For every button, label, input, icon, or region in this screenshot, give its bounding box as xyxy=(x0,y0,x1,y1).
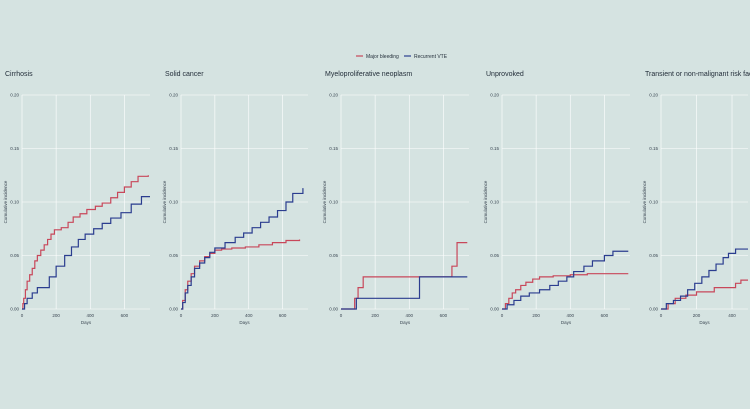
y-tick-label: 0.00 xyxy=(10,307,19,312)
x-tick-label: 600 xyxy=(601,313,609,318)
x-axis-label: Days xyxy=(561,320,572,325)
chart-panel-4: Unprovoked 0.00 0.05 0.10 0.15 0.20 0 200 400 600… xyxy=(483,71,630,325)
x-tick-label: 200 xyxy=(52,313,60,318)
panel-title: Unprovoked xyxy=(486,71,524,78)
y-tick-label: 0.20 xyxy=(169,93,178,98)
x-axis-label: Days xyxy=(400,320,411,325)
legend-label-major-bleeding: Major bleeding xyxy=(366,54,399,60)
y-axis-label: Cumulative incidence xyxy=(322,180,327,223)
legend-label-recurrent-vte: Recurrent VTE xyxy=(414,54,448,60)
x-tick-label: 0 xyxy=(340,313,343,318)
panel-title: Transient or non-malignant risk factors xyxy=(645,71,750,78)
y-tick-label: 0.05 xyxy=(649,253,658,258)
y-tick-label: 0.05 xyxy=(10,253,19,258)
y-tick-label: 0.15 xyxy=(649,146,658,151)
x-tick-label: 600 xyxy=(279,313,287,318)
y-axis-label: Cumulative incidence xyxy=(642,180,647,223)
y-axis-label: Cumulative incidence xyxy=(483,180,488,223)
x-tick-label: 600 xyxy=(440,313,448,318)
series-line-recurrent-vte xyxy=(341,276,468,310)
y-tick-label: 0.15 xyxy=(329,146,338,151)
y-tick-label: 0.20 xyxy=(649,93,658,98)
series-line-major-bleeding xyxy=(22,175,149,310)
y-tick-label: 0.10 xyxy=(329,200,338,205)
x-tick-label: 600 xyxy=(121,313,129,318)
y-tick-label: 0.00 xyxy=(329,307,338,312)
x-tick-label: 200 xyxy=(371,313,379,318)
y-tick-label: 0.20 xyxy=(329,93,338,98)
x-axis-label: Days xyxy=(81,320,92,325)
legend: Major bleeding Recurrent VTE xyxy=(356,54,448,60)
x-tick-label: 400 xyxy=(567,313,575,318)
x-tick-label: 400 xyxy=(87,313,95,318)
y-axis-label: Cumulative incidence xyxy=(162,180,167,223)
x-tick-label: 400 xyxy=(728,313,736,318)
y-tick-label: 0.05 xyxy=(169,253,178,258)
series-line-major-bleeding xyxy=(181,239,301,310)
panel-title: Cirrhosis xyxy=(5,71,33,78)
series-line-major-bleeding xyxy=(341,242,468,310)
series-line-recurrent-vte xyxy=(181,188,304,310)
y-tick-label: 0.10 xyxy=(649,200,658,205)
x-tick-label: 200 xyxy=(532,313,540,318)
chart-panel-3: Myeloproliferative neoplasm 0.00 0.05 0.10 0… xyxy=(322,71,469,325)
y-tick-label: 0.20 xyxy=(10,93,19,98)
y-tick-label: 0.10 xyxy=(10,200,19,205)
x-tick-label: 200 xyxy=(211,313,219,318)
x-tick-label: 0 xyxy=(501,313,504,318)
y-axis-label: Cumulative incidence xyxy=(3,180,8,223)
y-tick-label: 0.05 xyxy=(329,253,338,258)
chart-panel-5: Transient or non-malignant risk factors 0… xyxy=(642,71,750,325)
x-tick-label: 0 xyxy=(180,313,183,318)
x-tick-label: 0 xyxy=(21,313,24,318)
y-tick-label: 0.15 xyxy=(169,146,178,151)
series-line-recurrent-vte xyxy=(22,196,150,310)
y-tick-label: 0.10 xyxy=(490,200,499,205)
y-tick-label: 0.00 xyxy=(169,307,178,312)
y-tick-label: 0.15 xyxy=(10,146,19,151)
panel-title: Solid cancer xyxy=(165,71,204,78)
y-tick-label: 0.20 xyxy=(490,93,499,98)
series-line-recurrent-vte xyxy=(661,248,748,310)
x-tick-label: 400 xyxy=(406,313,414,318)
y-tick-label: 0.15 xyxy=(490,146,499,151)
chart-panel-2: Solid cancer 0.00 0.05 0.10 0.15 0.20 0 200 400 6… xyxy=(162,71,308,325)
y-tick-label: 0.00 xyxy=(649,307,658,312)
chart-panel-1: Cirrhosis 0.00 0.05 0.10 0.15 0.20 0 200 400 600 D… xyxy=(3,71,150,325)
x-tick-label: 400 xyxy=(245,313,253,318)
y-tick-label: 0.00 xyxy=(490,307,499,312)
x-tick-label: 0 xyxy=(660,313,663,318)
panel-title: Myeloproliferative neoplasm xyxy=(325,71,412,78)
series-line-recurrent-vte xyxy=(502,250,629,310)
series-line-major-bleeding xyxy=(661,279,748,310)
chart-panels: Cirrhosis 0.00 0.05 0.10 0.15 0.20 0 200 400 600 D… xyxy=(3,71,750,325)
x-tick-label: 200 xyxy=(693,313,701,318)
x-axis-label: Days xyxy=(239,320,250,325)
x-axis-label: Days xyxy=(699,320,710,325)
series-line-major-bleeding xyxy=(502,273,629,310)
y-tick-label: 0.05 xyxy=(490,253,499,258)
y-tick-label: 0.10 xyxy=(169,200,178,205)
